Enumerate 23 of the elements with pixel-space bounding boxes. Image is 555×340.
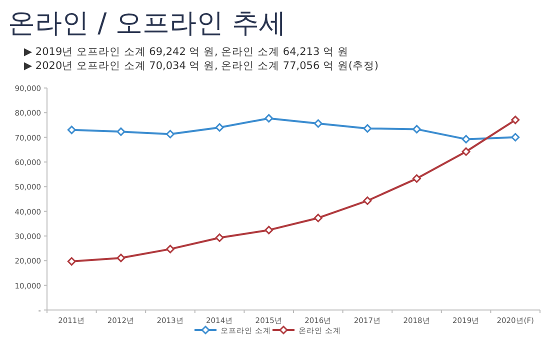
annotation: ▶ 2020년 오프라인 소계 70,034 억 원, 온라인 소계 77,056 억 원(추정) (24, 60, 379, 72)
point (314, 214, 322, 222)
point (412, 174, 421, 183)
point (462, 134, 470, 144)
point (67, 126, 76, 134)
point (166, 130, 174, 138)
point (511, 116, 520, 124)
point (363, 196, 372, 205)
point (412, 124, 421, 134)
point (116, 127, 126, 136)
point (511, 133, 520, 142)
point (166, 244, 174, 254)
point (314, 119, 322, 128)
title: 온라인 / 오프라인 추세 (8, 8, 286, 39)
point (264, 226, 274, 234)
point (264, 114, 274, 123)
point (67, 257, 76, 266)
point (215, 233, 224, 242)
point (116, 254, 126, 262)
annotation: ▶ 2019년 오프라인 소계 69,242 억 원, 온라인 소계 64,213 억 원 (24, 46, 348, 58)
point (215, 123, 224, 132)
point (462, 147, 470, 156)
point (363, 124, 372, 133)
